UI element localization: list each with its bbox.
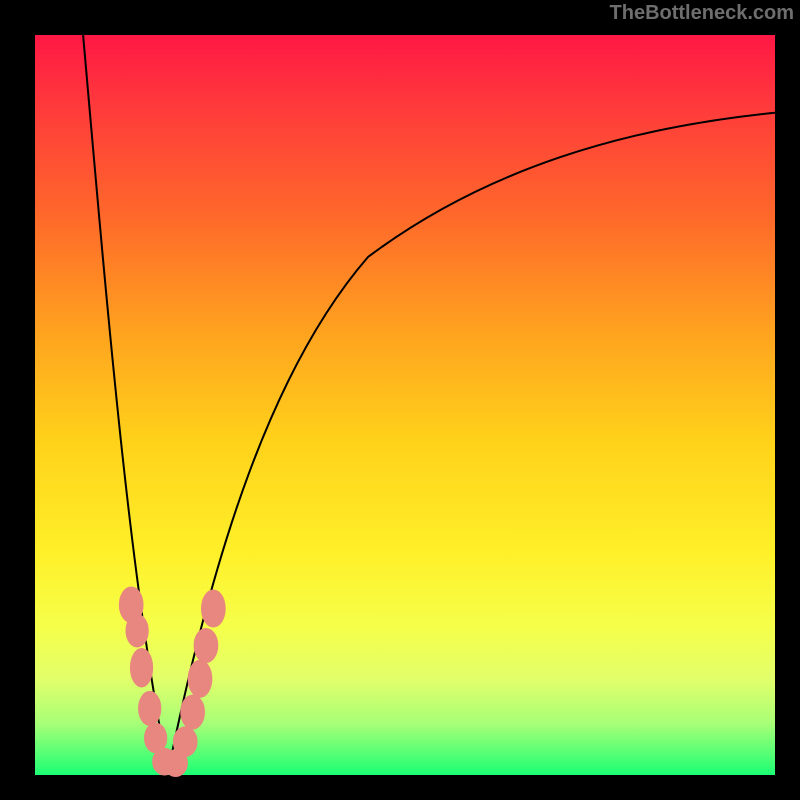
marker bbox=[194, 628, 218, 662]
marker bbox=[173, 727, 197, 757]
curve-left bbox=[83, 35, 168, 771]
marker bbox=[188, 660, 212, 697]
marker bbox=[181, 695, 205, 729]
figure: TheBottleneck.com bbox=[0, 0, 800, 800]
curve-right bbox=[168, 113, 775, 772]
marker bbox=[130, 648, 152, 686]
marker bbox=[126, 614, 148, 647]
plot-area bbox=[35, 35, 775, 775]
marker bbox=[139, 691, 161, 725]
marker bbox=[202, 590, 226, 627]
watermark: TheBottleneck.com bbox=[610, 2, 794, 25]
curve-layer bbox=[35, 35, 775, 775]
